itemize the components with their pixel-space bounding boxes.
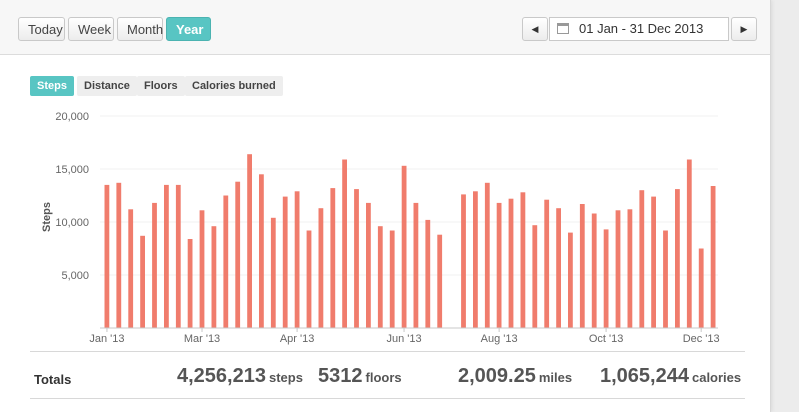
calendar-icon [557, 23, 569, 34]
bar[interactable] [461, 194, 466, 328]
bar[interactable] [116, 182, 122, 328]
total-steps: 4,256,213 steps [177, 365, 303, 388]
y-tick-label: 5,000 [61, 270, 89, 282]
range-button-month[interactable]: Month [117, 17, 163, 41]
bar[interactable] [128, 209, 134, 328]
bar[interactable] [104, 184, 110, 328]
totals-label: Totals [34, 372, 72, 387]
bar[interactable] [342, 159, 347, 329]
bar[interactable] [508, 198, 514, 328]
bar[interactable] [306, 230, 312, 329]
bar[interactable] [675, 189, 680, 328]
bar[interactable] [473, 191, 478, 328]
total-miles: 2,009.25 miles [458, 365, 572, 388]
bar[interactable] [532, 225, 538, 328]
bar[interactable] [389, 230, 395, 329]
bar[interactable] [663, 230, 668, 329]
x-tick-label: Jan '13 [89, 333, 124, 345]
range-button-year[interactable]: Year [166, 17, 211, 41]
total-floors-unit: floors [365, 370, 402, 385]
y-axis-label: Steps [41, 202, 53, 232]
toolbar: Today Week Month Year ◀ 01 Jan - 31 Dec … [0, 0, 770, 55]
total-steps-value: 4,256,213 [177, 365, 266, 387]
previous-period-button[interactable]: ◀ [522, 17, 548, 41]
triangle-left-icon: ◀ [531, 24, 539, 34]
dashboard-panel: Today Week Month Year ◀ 01 Jan - 31 Dec … [0, 0, 771, 412]
bar[interactable] [520, 192, 526, 328]
bar[interactable] [187, 239, 193, 328]
bar[interactable] [175, 184, 181, 328]
grid-lines [100, 115, 718, 276]
totals-divider-bottom [30, 398, 745, 399]
date-range-text: 01 Jan - 31 Dec 2013 [579, 21, 704, 36]
bar-series [104, 154, 716, 329]
bar[interactable] [627, 209, 633, 328]
bar[interactable] [437, 234, 443, 328]
bar[interactable] [330, 188, 336, 328]
total-miles-value: 2,009.25 [458, 365, 536, 387]
total-miles-unit: miles [538, 370, 573, 385]
bar[interactable] [639, 190, 645, 328]
bar[interactable] [270, 217, 276, 328]
x-tick-label: Dec '13 [683, 333, 720, 345]
steps-bar-chart: Steps 20,000 15,000 10,000 5,000 Jan '13 Mar … [41, 111, 720, 345]
total-calories-unit: calories [691, 370, 742, 385]
bar[interactable] [318, 208, 324, 328]
bar[interactable] [247, 154, 252, 328]
bar[interactable] [579, 204, 585, 328]
total-calories-value: 1,065,244 [600, 365, 689, 387]
total-calories: 1,065,244 calories [600, 365, 741, 388]
bar[interactable] [259, 174, 264, 328]
bar[interactable] [152, 202, 157, 328]
bar[interactable] [235, 181, 241, 328]
bar[interactable] [366, 202, 371, 328]
tab-steps[interactable]: Steps [30, 76, 74, 96]
bar[interactable] [140, 235, 145, 328]
tab-distance[interactable]: Distance [77, 76, 137, 96]
bar[interactable] [710, 186, 716, 328]
totals-divider-top [30, 351, 745, 352]
y-tick-label: 20,000 [55, 111, 89, 123]
bar[interactable] [698, 248, 704, 329]
range-button-today[interactable]: Today [18, 17, 65, 41]
bar[interactable] [568, 232, 573, 328]
next-period-button[interactable]: ▶ [731, 17, 757, 41]
bar[interactable] [199, 210, 205, 328]
bar[interactable] [413, 202, 419, 328]
bar[interactable] [401, 165, 407, 328]
bar[interactable] [544, 199, 550, 328]
bar[interactable] [294, 191, 300, 328]
bar[interactable] [164, 184, 169, 328]
bar[interactable] [603, 229, 609, 328]
bar[interactable] [377, 226, 383, 328]
x-tick-label: Jun '13 [386, 333, 421, 345]
bar[interactable] [282, 196, 288, 328]
bar[interactable] [615, 210, 621, 328]
range-button-week[interactable]: Week [68, 17, 114, 41]
date-range-picker[interactable]: 01 Jan - 31 Dec 2013 [549, 17, 729, 41]
triangle-right-icon: ▶ [740, 24, 748, 34]
bar[interactable] [651, 196, 656, 328]
total-floors: 5312 floors [318, 365, 402, 388]
tab-calories-burned[interactable]: Calories burned [185, 76, 283, 96]
x-tick-label: Apr '13 [280, 333, 315, 345]
bar[interactable] [354, 189, 359, 328]
bar[interactable] [211, 226, 217, 328]
bar[interactable] [556, 208, 561, 328]
bar[interactable] [686, 159, 692, 329]
total-steps-unit: steps [268, 370, 303, 385]
y-tick-label: 10,000 [55, 217, 89, 229]
total-floors-value: 5312 [318, 365, 363, 387]
tab-floors[interactable]: Floors [137, 76, 185, 96]
bar[interactable] [425, 219, 431, 328]
x-tick-label: Mar '13 [184, 333, 220, 345]
bar[interactable] [484, 182, 490, 328]
bar[interactable] [223, 195, 229, 329]
y-tick-label: 15,000 [55, 164, 89, 176]
x-tick-label: Oct '13 [589, 333, 624, 345]
axes: Steps 20,000 15,000 10,000 5,000 Jan '13 Mar … [41, 111, 720, 345]
x-tick-label: Aug '13 [481, 333, 518, 345]
bar[interactable] [496, 202, 502, 328]
bar[interactable] [591, 213, 597, 329]
